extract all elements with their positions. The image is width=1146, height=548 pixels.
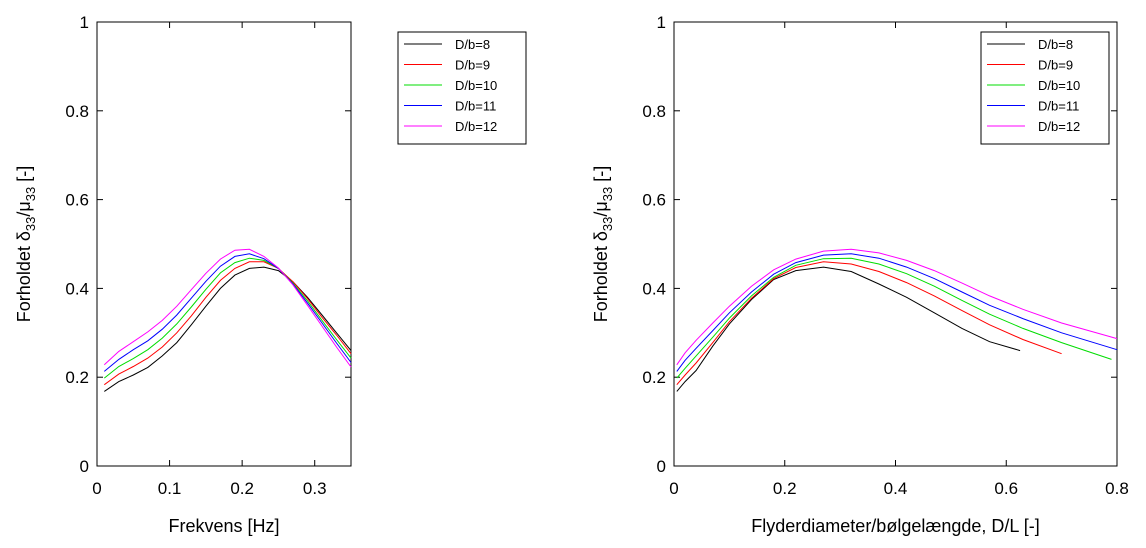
y-tick-label: 0.2 [65,368,89,387]
series-line-db-9 [104,261,352,386]
y-tick-label: 1 [80,13,89,32]
legend-label: D/b=12 [455,119,497,134]
y-tick-label: 0 [80,457,89,476]
y-tick-label: 1 [657,13,666,32]
y-axis-label-slash: / [14,212,34,217]
legend-label: D/b=11 [1038,99,1079,114]
x-tick-label: 0.2 [773,479,797,498]
y-tick-label: 0.6 [65,191,89,210]
series-line-db-8 [676,266,1021,392]
series-line-db-11 [676,253,1118,372]
legend-box [397,31,527,145]
legend: D/b=8 D/b=9 D/b=10 D/b=11 D/b=12 [397,31,527,145]
x-axis-label: Frekvens [Hz] [168,516,279,536]
y-axis-label-slash: / [591,212,611,217]
plot-frame [96,21,352,467]
y-axis-label-prefix: Forholdet [591,241,611,322]
legend-label: D/b=8 [1038,37,1073,52]
x-tick-label: 0.8 [1105,479,1129,498]
y-tick-label: 0.4 [65,279,89,298]
legend-box [980,31,1110,145]
x-tick-label: 0.4 [884,479,908,498]
legend-label: D/b=8 [455,37,490,52]
x-tick-label: 0.2 [230,479,254,498]
y-axis-label-text: Forholdet δ33/μ33 [-] [14,166,38,322]
series-line-db-10 [676,257,1112,379]
x-tick-label: 0 [92,479,101,498]
legend-label: D/b=10 [1038,78,1080,93]
x-tick-label: 0 [669,479,678,498]
y-axis-label-delta: δ [591,231,611,241]
legend-label: D/b=12 [1038,119,1080,134]
legend-label: D/b=9 [455,58,490,73]
series-line-db-12 [103,248,352,368]
left-chart-panel: 0 0.1 0.2 0.3 0 0.2 0.4 0.6 0.8 1 Frekvens [Hz] For… [14,13,527,536]
y-axis-label-sub: 33 [600,187,615,201]
y-axis-label-sub: 33 [23,217,38,231]
legend-label: D/b=9 [1038,58,1073,73]
legend-label: D/b=10 [455,78,497,93]
y-axis-label-sub: 33 [23,187,38,201]
series-line-db-9 [676,261,1062,386]
legend: D/b=8 D/b=9 D/b=10 D/b=11 D/b=12 [980,31,1110,145]
legend-label: D/b=11 [455,99,496,114]
y-tick-label: 0.4 [642,279,666,298]
y-axis-label-suffix: [-] [14,166,34,187]
series-line-db-11 [103,253,352,372]
series-line-db-12 [676,248,1118,366]
y-axis-label-mu: μ [591,201,611,211]
right-chart-panel: 0 0.2 0.4 0.6 0.8 0 0.2 0.4 0.6 0.8 1 Flyderdiamete… [591,13,1129,536]
series-line-db-8 [104,266,352,392]
y-axis-label-mu: μ [14,201,34,211]
y-tick-label: 0.2 [642,368,666,387]
y-tick-label: 0.8 [65,102,89,121]
y-axis-label-prefix: Forholdet [14,241,34,322]
y-axis-label-sub: 33 [600,217,615,231]
y-tick-label: 0 [657,457,666,476]
x-tick-label: 0.1 [158,479,182,498]
y-axis-label-text: Forholdet δ33/μ33 [-] [591,166,615,322]
series-line-db-10 [103,257,352,379]
y-axis-label-suffix: [-] [591,166,611,187]
y-axis-label: Forholdet δ33/μ33 [-] [591,166,615,322]
y-tick-label: 0.6 [642,191,666,210]
x-axis-label: Flyderdiameter/bølgelængde, D/L [-] [751,516,1039,536]
x-tick-label: 0.6 [994,479,1018,498]
y-axis-label-delta: δ [14,231,34,241]
y-tick-label: 0.8 [642,102,666,121]
y-axis-label: Forholdet δ33/μ33 [-] [14,166,38,322]
x-tick-label: 0.3 [303,479,327,498]
